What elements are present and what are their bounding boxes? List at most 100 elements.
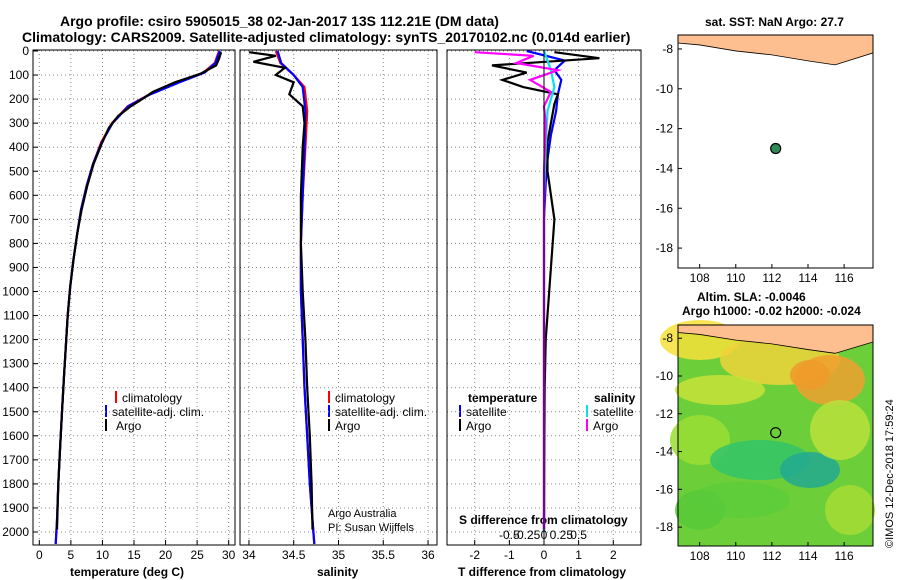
legend-swatch-temp-satellite — [459, 405, 461, 417]
map-xtick-label: 116 — [835, 549, 854, 563]
depth-tick-label: 1900 — [2, 501, 29, 515]
depth-tick-label: 1300 — [2, 357, 29, 371]
sla-blob — [810, 400, 870, 460]
sal-xtick-label: 35 — [332, 548, 346, 562]
diff-xtick-label: 0 — [541, 548, 548, 562]
legend-swatch-climatology — [115, 391, 117, 403]
depth-tick-label: 1700 — [2, 453, 29, 467]
header-line1: Argo profile: csiro 5905015_38 02-Jan-20… — [60, 13, 499, 29]
diff-s-tick-label: -0.25 — [513, 528, 541, 542]
temp-xtick-label: 5 — [68, 548, 75, 562]
diff-xtick-label: -1 — [504, 548, 515, 562]
legend-temp-climatology: climatology — [122, 391, 182, 405]
sal-panel: 34 34.5 35 35.5 36 — [239, 49, 438, 562]
legend-swatch-argo — [105, 419, 107, 431]
sal-legend: climatology satellite-adj. clim. Argo — [328, 391, 427, 433]
sla-map-title-2: Argo h1000: -0.02 h2000: -0.024 — [682, 304, 861, 318]
diff-xlabel: T difference from climatology — [458, 565, 626, 579]
depth-tick-label: 1800 — [2, 477, 29, 491]
diff-series-temperature-argo — [491, 51, 600, 530]
map-ytick-label: -10 — [656, 369, 674, 383]
sla-map-title-1: Altim. SLA: -0.0046 — [697, 290, 806, 304]
legend-swatch-satellite — [105, 405, 107, 417]
legend-temp-satellite: satellite-adj. clim. — [112, 405, 204, 419]
legend-swatch-sal-satellite — [586, 405, 588, 417]
temp-legend: climatology satellite-adj. clim. Argo — [105, 391, 204, 433]
diff-series-salinity-argo — [474, 51, 563, 530]
depth-tick-label: 1000 — [2, 285, 29, 299]
temp-frame — [32, 49, 236, 546]
map-xtick-label: 116 — [835, 271, 854, 285]
diff-s-tick-label: 0.25 — [550, 528, 574, 542]
depth-tick-label: 0 — [22, 44, 29, 58]
temp-series-argo — [55, 51, 223, 530]
depth-tick-label: 800 — [9, 236, 29, 250]
map-ytick-label: -14 — [656, 445, 674, 459]
depth-tick-label: 900 — [9, 260, 29, 274]
depth-tick-label: 2000 — [2, 525, 29, 539]
legend-diff-s-argo: Argo — [593, 419, 619, 433]
depth-tick-label: 1600 — [2, 429, 29, 443]
map-ytick-label: -18 — [656, 520, 674, 534]
profile-location-marker — [770, 427, 782, 439]
depth-tick-label: 700 — [9, 212, 29, 226]
temp-xtick-label: 0 — [36, 548, 43, 562]
legend-diff-salinity: salinity — [594, 391, 636, 405]
legend-swatch-satellite — [328, 405, 330, 417]
map-xtick-label: 114 — [798, 271, 817, 285]
temp-series-satellite-adj-clim- — [54, 50, 221, 545]
temp-xtick-label: 15 — [127, 548, 141, 562]
legend-swatch-climatology — [328, 391, 330, 403]
sal-xtick-label: 34.5 — [282, 548, 306, 562]
map-ytick-label: -18 — [656, 241, 674, 255]
legend-swatch-temp-argo — [459, 419, 461, 431]
map-ytick-label: -12 — [656, 122, 674, 136]
sal-xtick-label: 34 — [242, 548, 256, 562]
map-xtick-label: 112 — [762, 549, 781, 563]
legend-swatch-argo — [328, 419, 330, 431]
sla-blob — [825, 485, 875, 535]
map-xtick-label: 108 — [690, 271, 710, 285]
diff-xtick-label: -2 — [469, 548, 480, 562]
depth-tick-label: 600 — [9, 188, 29, 202]
sla-blob — [675, 375, 765, 405]
diff-xtick-label: 2 — [610, 548, 617, 562]
diff-s-tick-label: 0 — [541, 528, 548, 542]
map-xtick-label: 110 — [726, 549, 745, 563]
temp-xtick-label: 10 — [96, 548, 110, 562]
sal-xtick-label: 36 — [421, 548, 435, 562]
depth-tick-label: 300 — [9, 116, 29, 130]
sla-blob — [790, 360, 830, 390]
legend-sal-satellite: satellite-adj. clim. — [335, 405, 427, 419]
sal-xlabel: salinity — [317, 565, 359, 579]
map-xtick-label: 114 — [798, 549, 817, 563]
diff-s-tick-label: 0.5 — [570, 528, 587, 542]
map-ytick-label: -14 — [656, 161, 674, 175]
depth-tick-label: 200 — [9, 92, 29, 106]
temp-xlabel: temperature (deg C) — [70, 565, 184, 579]
map-ytick-label: -12 — [656, 407, 674, 421]
sal-series-satellite-adj-clim- — [276, 50, 316, 545]
legend-sal-argo: Argo — [335, 419, 361, 433]
diff-s-tick-label: -0.5 — [499, 528, 520, 542]
sst-map: -8 -10 -12 -14 -16 -18 108 110 112 114 116 — [656, 34, 874, 285]
map-xtick-label: 112 — [762, 271, 781, 285]
depth-tick-label: 500 — [9, 164, 29, 178]
legend-temp-argo: Argo — [116, 419, 142, 433]
depth-tick-label: 400 — [9, 140, 29, 154]
map-ytick-label: -8 — [662, 331, 673, 345]
map-ytick-label: -16 — [656, 201, 674, 215]
sal-series-argo — [248, 51, 314, 530]
sal-xtick-label: 35.5 — [372, 548, 396, 562]
legend-diff-s-satellite: satellite — [593, 405, 634, 419]
sst-map-frame — [677, 34, 874, 269]
depth-tick-label: 1100 — [3, 309, 29, 323]
sla-map-frame — [677, 324, 874, 547]
profile-location-marker — [770, 142, 782, 155]
sst-map-title: sat. SST: NaN Argo: 27.7 — [705, 15, 844, 29]
depth-tick-label: 100 — [9, 68, 29, 82]
sla-blob — [780, 452, 840, 488]
depth-tick-label: 1400 — [2, 381, 29, 395]
